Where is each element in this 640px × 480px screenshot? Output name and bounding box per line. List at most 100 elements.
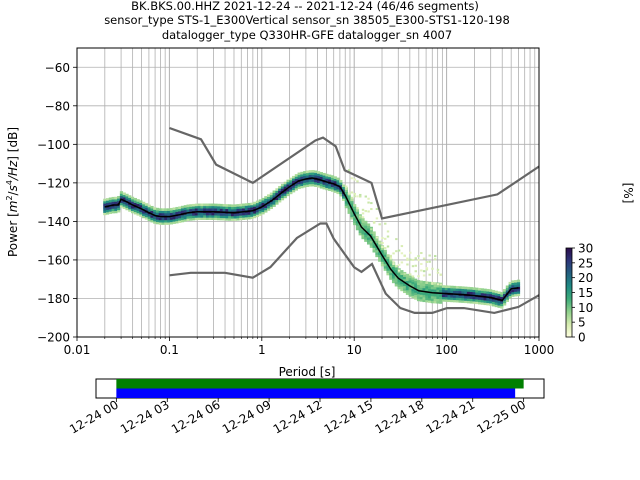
- ppsd-cell: [272, 202, 276, 205]
- ppsd-cell: [378, 247, 382, 251]
- ppsd-cell: [483, 288, 487, 292]
- ppsd-cell: [511, 280, 515, 283]
- ppsd-cell: [169, 221, 174, 225]
- ppsd-cell: [372, 238, 376, 241]
- ppsd-cell: [419, 285, 423, 288]
- ppsd-cell: [400, 245, 404, 248]
- ppsd-cell: [409, 258, 412, 261]
- ppsd-cell: [311, 181, 315, 185]
- ppsd-cell: [333, 180, 337, 184]
- ppsd-cell: [350, 177, 354, 180]
- ppsd-cell: [330, 184, 335, 188]
- ppsd-cell: [330, 186, 335, 190]
- ppsd-cell: [458, 288, 462, 292]
- ppsd-cell: [305, 179, 310, 183]
- ppsd-cell: [142, 213, 146, 216]
- ppsd-cell: [425, 268, 429, 271]
- ppsd-cell: [347, 204, 351, 207]
- ppsd-cell: [183, 216, 187, 220]
- ppsd-cell: [316, 173, 321, 177]
- ppsd-cell: [389, 258, 393, 262]
- ppsd-cell: [308, 179, 312, 182]
- ppsd-cell: [242, 208, 246, 211]
- ppsd-cell: [372, 236, 376, 239]
- ppsd-cell: [258, 203, 262, 207]
- ppsd-cell: [447, 299, 451, 303]
- ppsd-cell: [311, 174, 315, 178]
- ppsd-cell: [364, 223, 368, 226]
- ppsd-cell: [222, 213, 226, 216]
- ppsd-cell: [186, 204, 190, 208]
- ppsd-cell: [430, 298, 435, 301]
- ppsd-cell: [500, 292, 504, 295]
- ppsd-cell: [272, 190, 276, 194]
- ppsd-cell: [397, 279, 401, 283]
- ppsd-cell: [414, 290, 418, 293]
- ppsd-cell: [289, 182, 293, 185]
- ppsd-cell: [361, 222, 365, 226]
- ppsd-cell: [503, 291, 507, 294]
- ppsd-cell: [341, 193, 346, 197]
- ppsd-cell: [411, 265, 415, 268]
- ppsd-cell: [455, 295, 460, 298]
- ppsd-cell: [436, 271, 440, 274]
- ppsd-cell: [453, 297, 457, 301]
- ppsd-cell: [255, 202, 260, 206]
- ppsd-cell: [253, 204, 257, 207]
- ppsd-cell: [194, 215, 199, 218]
- ppsd-cell: [370, 202, 373, 205]
- ppsd-cell: [297, 181, 301, 185]
- ppsd-cell: [347, 195, 351, 198]
- ppsd-cell: [358, 225, 362, 229]
- ppsd-cell: [361, 208, 365, 211]
- ppsd-cell: [355, 220, 360, 224]
- ppsd-cell: [411, 277, 415, 280]
- ppsd-cell: [144, 203, 149, 206]
- ppsd-cell: [455, 297, 460, 301]
- ppsd-cell: [478, 299, 482, 303]
- ppsd-cell: [405, 278, 410, 282]
- ppsd-cell: [155, 212, 160, 216]
- ppsd-cell: [505, 297, 509, 300]
- title-line-2: sensor_type STS-1_E300Vertical sensor_sn…: [104, 13, 510, 27]
- ppsd-cell: [422, 299, 426, 303]
- ppsd-cell: [111, 201, 115, 205]
- ppsd-cell: [353, 195, 356, 198]
- ppsd-cell: [325, 183, 329, 186]
- ppsd-cell: [325, 185, 329, 188]
- ppsd-cell: [369, 231, 373, 234]
- ppsd-cell: [161, 217, 165, 221]
- ppsd-cell: [436, 296, 440, 299]
- ppsd-cell: [356, 207, 359, 210]
- ppsd-cell: [264, 207, 268, 211]
- ppsd-cell: [253, 201, 257, 205]
- ppsd-cell: [322, 175, 326, 178]
- ppsd-cell: [278, 195, 282, 198]
- ppsd-cell: [139, 211, 143, 215]
- ppsd-cell: [119, 195, 124, 199]
- ppsd-cell: [330, 189, 335, 192]
- ppsd-cell: [186, 206, 190, 210]
- ppsd-cell: [111, 208, 115, 212]
- ppsd-cell: [430, 286, 435, 290]
- ppsd-cell: [406, 263, 409, 266]
- ppsd-cell: [105, 198, 110, 201]
- ppsd-cell: [391, 269, 396, 272]
- ppsd-cell: [158, 222, 162, 225]
- plot-frame: [76, 47, 540, 338]
- ppsd-cell: [516, 279, 521, 283]
- ppsd-cell: [292, 180, 296, 184]
- ppsd-cell: [394, 267, 398, 271]
- ppsd-cell: [222, 215, 226, 219]
- ppsd-cell: [386, 270, 390, 274]
- ppsd-cell: [194, 205, 199, 209]
- ppsd-cell: [425, 261, 429, 264]
- ppsd-cell: [391, 275, 396, 279]
- nhnm-noise-model-line: [169, 126, 540, 220]
- ppsd-cell: [384, 247, 387, 250]
- ppsd-cell: [480, 288, 485, 291]
- ppsd-cell: [500, 294, 504, 297]
- ppsd-cell: [194, 203, 199, 207]
- ppsd-cell: [355, 225, 360, 228]
- ppsd-cell: [344, 205, 348, 209]
